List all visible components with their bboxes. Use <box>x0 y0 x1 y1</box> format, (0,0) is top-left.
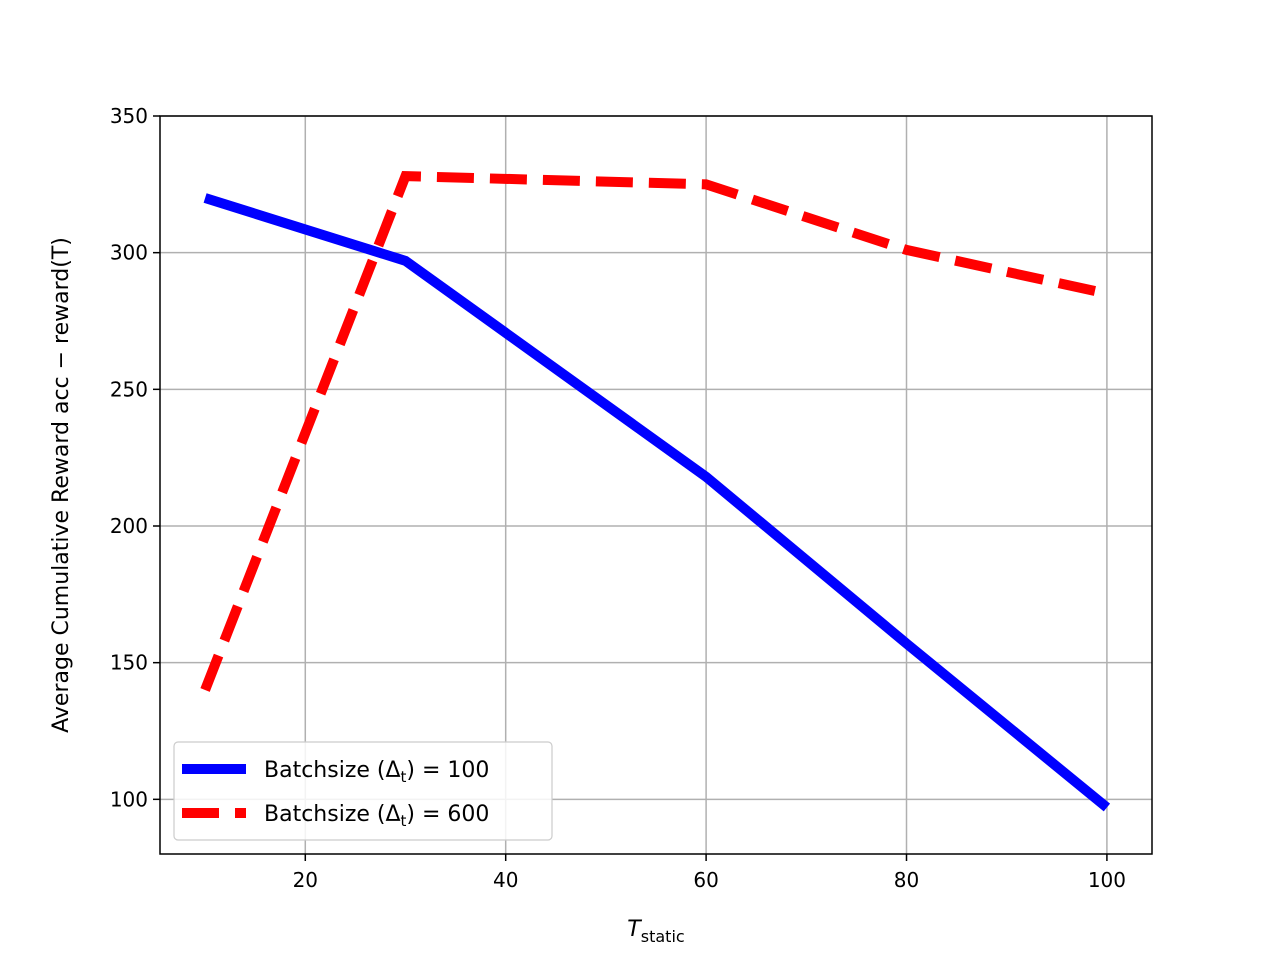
legend: Batchsize (Δt) = 100 Batchsize (Δt) = 600 <box>173 741 553 841</box>
y-axis-label: Average Cumulative Reward acc − reward(T… <box>49 237 74 733</box>
legend-label-1: Batchsize (Δt) = 100 <box>264 758 489 786</box>
x-axis-label: Tstatic <box>627 917 684 946</box>
y-tick-label: 150 <box>110 651 148 675</box>
plot-frame <box>159 115 1153 855</box>
legend-label-2: Batchsize (Δt) = 600 <box>264 802 489 830</box>
x-tick-label: 60 <box>693 868 718 892</box>
series-line-1 <box>203 193 1111 812</box>
legend-box <box>173 741 553 841</box>
y-tick-label: 250 <box>110 377 148 401</box>
x-tick-label: 20 <box>293 868 318 892</box>
y-tick-label: 350 <box>110 104 148 128</box>
y-tick-label: 200 <box>110 514 148 538</box>
axis-ticks: 20 40 60 80 100 100 150 200 250 300 350 <box>110 104 1126 892</box>
series-line-2 <box>200 171 1108 692</box>
x-axis-label-main: T <box>627 917 642 942</box>
y-tick-label: 100 <box>110 787 148 811</box>
x-tick-label: 40 <box>493 868 518 892</box>
y-tick-label: 300 <box>110 241 148 265</box>
x-tick-label: 100 <box>1088 868 1126 892</box>
data-series <box>200 171 1111 812</box>
x-tick-label: 80 <box>894 868 919 892</box>
x-axis-label-subscript: static <box>641 927 685 946</box>
